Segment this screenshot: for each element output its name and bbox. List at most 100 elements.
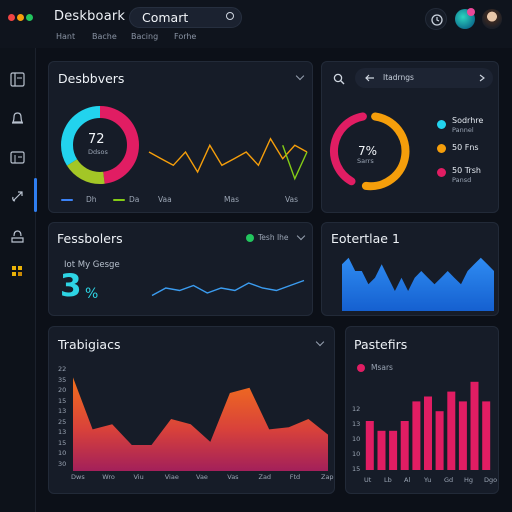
summary-panel: Itadrngs 7% Sarrs Sodrhre Pannel 50 Fns …	[321, 61, 499, 213]
window-close-dot[interactable]	[8, 14, 15, 21]
traffic-area-chart	[73, 377, 328, 471]
extensions-title: Eotertlae 1	[331, 231, 400, 246]
search-bar[interactable]: Comart	[129, 7, 242, 28]
legend-dot-3	[437, 168, 446, 177]
x-tick-label: Ut	[364, 476, 372, 484]
sidebar-active-indicator	[34, 178, 37, 212]
purchases-panel: Pastefirs Msars 12 13 10 10 15 Ut Lb Al Yu Gd Hg Dg…	[345, 326, 499, 494]
calendar-icon[interactable]	[10, 150, 25, 165]
y-tick-label: 13	[352, 420, 361, 428]
search-input[interactable]: Comart	[142, 10, 189, 25]
x-tick-label: Wro	[102, 473, 115, 481]
x-label-2: Mas	[224, 195, 239, 204]
x-tick-label: Vas	[227, 473, 239, 481]
bar	[435, 411, 444, 470]
breadcrumb-bar[interactable]: Itadrngs	[355, 68, 493, 88]
legend-dot-1	[437, 120, 446, 129]
x-tick-label: Yu	[424, 476, 432, 484]
x-tick-label: Viu	[133, 473, 144, 481]
x-tick-label: Dgo	[484, 476, 498, 484]
y-tick-label: 25	[58, 417, 67, 426]
gauge-arc-1	[361, 112, 410, 191]
search-icon[interactable]	[333, 73, 345, 85]
gauge-value: 7%	[358, 144, 378, 158]
link-icon[interactable]	[10, 189, 25, 204]
bar	[412, 401, 421, 470]
bar	[389, 430, 398, 470]
dashboard-icon[interactable]	[10, 72, 25, 87]
window-maximize-dot[interactable]	[26, 14, 33, 21]
legend-swatch-1	[61, 199, 73, 201]
nav-link-3[interactable]: Bacing	[131, 32, 159, 41]
y-tick-label: 20	[58, 386, 67, 394]
bar-chart	[365, 381, 491, 470]
legend-swatch-2	[113, 199, 125, 201]
bar	[424, 396, 432, 470]
legend-label-1: Dh	[86, 195, 97, 204]
y-tick-label: 12	[352, 405, 361, 413]
nav-link-4[interactable]: Forhe	[174, 32, 197, 41]
sparkline-path	[151, 279, 305, 297]
bar	[377, 430, 386, 470]
y-tick-label: 13	[58, 407, 67, 415]
donut-segment-2	[61, 106, 139, 184]
chevron-down-icon[interactable]	[295, 71, 305, 81]
legend-title-2: 50 Fns	[452, 143, 479, 152]
timer-button[interactable]	[425, 8, 447, 30]
chevron-right-icon[interactable]	[479, 74, 485, 82]
avatar-user[interactable]	[482, 9, 502, 29]
line-chart	[148, 137, 308, 181]
avatar-team[interactable]	[455, 8, 475, 29]
app-title: Deskboark	[54, 9, 126, 24]
inbox-icon[interactable]	[10, 229, 25, 244]
y-tick-label: 10	[352, 435, 361, 443]
chevron-down-icon[interactable]	[315, 337, 325, 347]
area-series	[342, 257, 494, 311]
donut-segment-3	[61, 106, 139, 184]
followers-caption: Iot My Gesge	[64, 260, 120, 270]
x-label-1: Vaa	[158, 195, 172, 204]
nav-link-1[interactable]: Hant	[56, 32, 76, 41]
bar	[400, 421, 409, 470]
sidebar	[0, 48, 36, 512]
status-dot	[246, 234, 254, 242]
x-tick-label: Ftd	[289, 473, 301, 481]
gauge-chart	[329, 112, 410, 191]
big-stat-unit: %	[85, 286, 99, 302]
sparkline	[151, 279, 305, 297]
legend-title-1: Sodrhre	[452, 116, 484, 125]
traffic-panel: Trabigiacs 22 35 20 15 13 25 13 15 10 30 Dws Wro Viu…	[48, 326, 335, 494]
line-series-2	[282, 145, 308, 181]
grid-icon[interactable]	[10, 264, 25, 279]
x-tick-label: Viae	[164, 473, 179, 481]
bell-icon[interactable]	[10, 111, 25, 126]
x-tick-label: Zad	[258, 473, 272, 481]
y-tick-label: 15	[58, 396, 67, 405]
y-tick-label: 10	[58, 449, 67, 457]
bar	[458, 401, 467, 470]
y-tick-label: 35	[58, 375, 67, 384]
x-tick-label: Gd	[444, 476, 454, 484]
bar	[365, 421, 374, 470]
arrow-left-icon[interactable]	[365, 74, 375, 82]
status-text: Tesh Ihe	[258, 233, 289, 242]
gauge-arc-2	[329, 112, 367, 186]
x-tick-label: Dws	[71, 473, 85, 481]
search-icon[interactable]	[226, 12, 234, 20]
traffic-area	[73, 377, 328, 471]
followers-panel: Fessbolers Tesh Ihe Iot My Gesge 3 %	[48, 222, 313, 316]
y-tick-label: 15	[58, 438, 67, 447]
bar	[470, 381, 479, 470]
x-tick-label: Al	[404, 476, 411, 484]
donut-sublabel: Ddsos	[88, 148, 108, 156]
gauge-sublabel: Sarrs	[357, 157, 374, 165]
purchases-title: Pastefirs	[354, 337, 408, 352]
donut-chart	[61, 106, 139, 184]
legend-dot-2	[437, 144, 446, 153]
x-tick-label: Lb	[384, 476, 392, 484]
followers-title: Fessbolers	[57, 231, 123, 246]
nav-link-2[interactable]: Bache	[92, 32, 117, 41]
chevron-down-icon[interactable]	[296, 231, 306, 241]
legend-label: Msars	[371, 363, 393, 372]
window-minimize-dot[interactable]	[17, 14, 24, 21]
